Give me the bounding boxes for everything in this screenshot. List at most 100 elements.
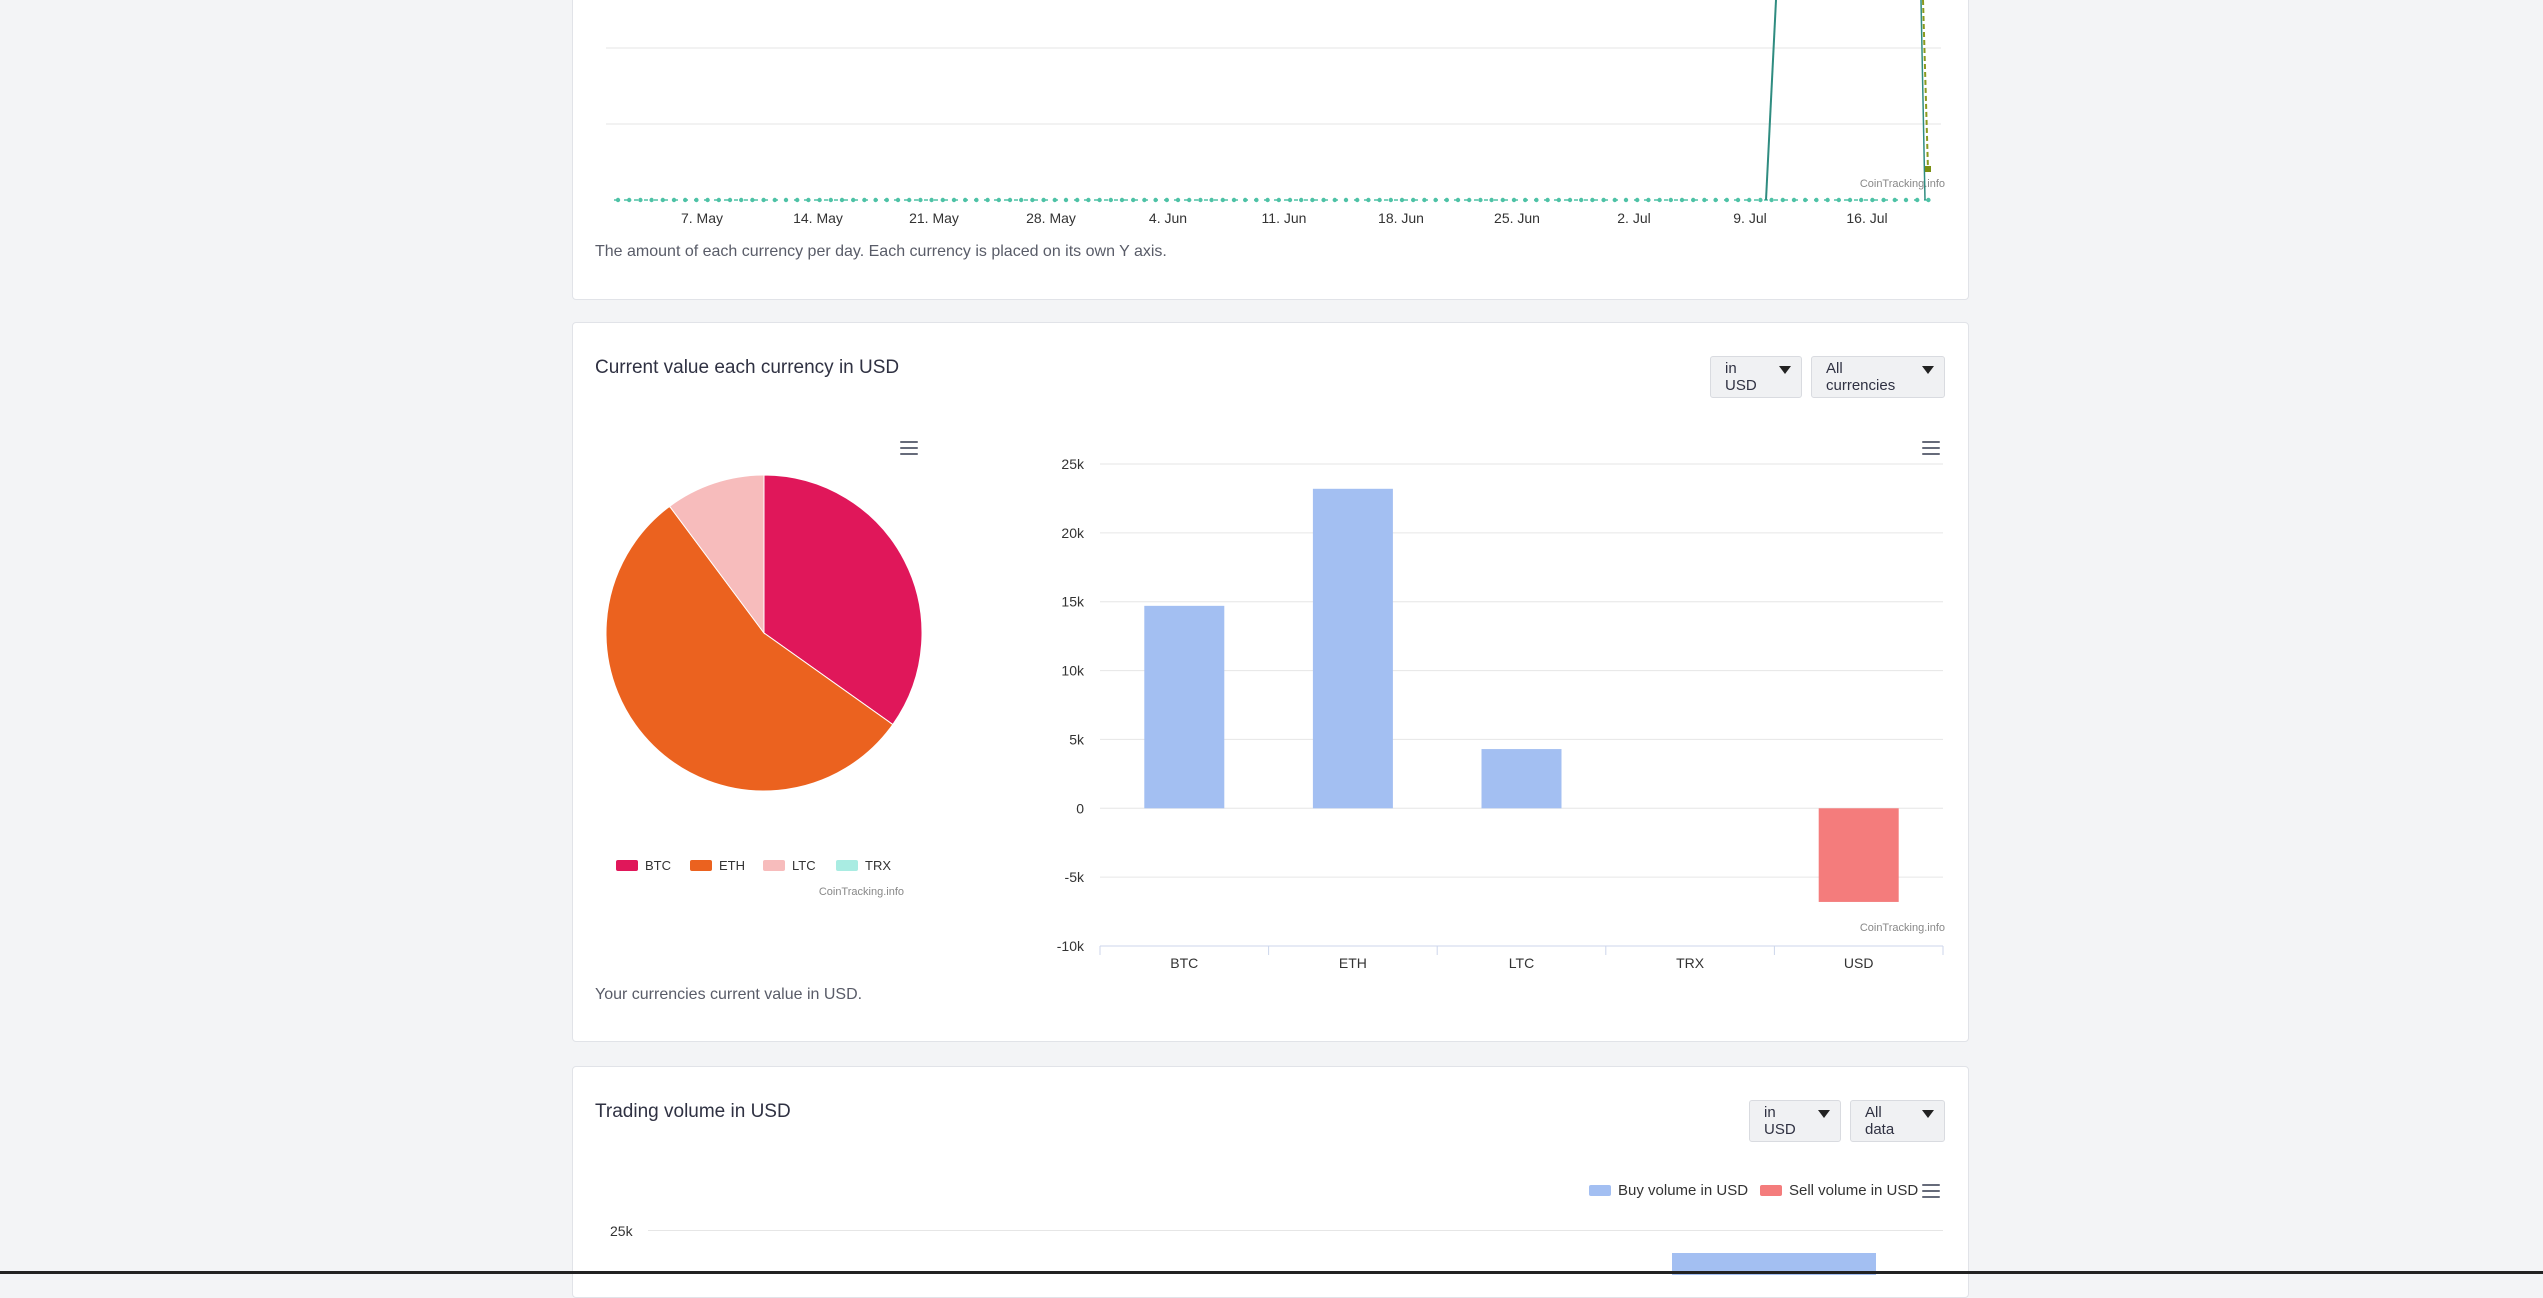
currency-filter-value: All currencies [1826, 360, 1896, 394]
legend-buy[interactable]: Buy volume in USD [1589, 1182, 1748, 1199]
series-marker [1007, 197, 1013, 203]
x-tick-label-ltc: LTC [1509, 955, 1534, 971]
series-marker [1433, 197, 1438, 203]
y-tick-label: 0 [1076, 800, 1084, 816]
series-marker [1657, 197, 1662, 203]
series-marker [1187, 197, 1192, 203]
series-marker [1903, 197, 1909, 203]
series-marker [1511, 197, 1517, 203]
series-marker [895, 197, 901, 203]
currency-dropdown[interactable]: in USD [1710, 356, 1802, 398]
bar-btc [1144, 605, 1225, 809]
series-marker [1063, 197, 1069, 203]
series-marker [1030, 197, 1035, 203]
series-marker [1646, 197, 1651, 203]
series-marker [1635, 197, 1640, 203]
series-marker [1343, 197, 1349, 203]
x-tick-label: 7. May [681, 210, 723, 226]
series-marker [1444, 197, 1450, 203]
series-marker [1500, 197, 1506, 203]
series-marker [683, 197, 688, 203]
series-marker [828, 197, 833, 203]
series-spike-line-2 [1920, 0, 1926, 201]
x-tick-label: 21. May [909, 210, 959, 226]
x-tick-label: 2. Jul [1617, 210, 1650, 226]
volume-menu-icon[interactable] [1922, 1184, 1940, 1198]
series-marker [1254, 197, 1259, 203]
y-tick-label: -10k [1057, 938, 1085, 954]
x-tick-label: 18. Jun [1378, 210, 1424, 226]
series-marker [929, 197, 934, 203]
series-marker [817, 197, 822, 203]
legend-swatch-btc [616, 860, 638, 871]
volume-filter-dropdown[interactable]: All data [1850, 1100, 1945, 1142]
x-tick-label: 4. Jun [1149, 210, 1187, 226]
series-marker [1108, 197, 1114, 203]
series-marker [1926, 197, 1931, 203]
y-tick-label: 20k [1061, 525, 1085, 541]
amount-per-day-chart: CoinTracking.info 7. May 14. May 21. May 28.… [606, 0, 1945, 226]
series-marker [1735, 197, 1741, 203]
legend-swatch-trx [836, 860, 858, 871]
chevron-down-icon [1922, 366, 1934, 374]
series-spike-line [1765, 0, 1777, 201]
series-marker [1747, 197, 1752, 203]
series-marker [1422, 197, 1427, 203]
series-marker [1287, 197, 1293, 203]
chevron-down-icon [1779, 366, 1791, 374]
legend-sell[interactable]: Sell volume in USD [1760, 1182, 1918, 1199]
series-marker [940, 197, 945, 203]
series-marker [772, 197, 777, 203]
currency-filter-dropdown[interactable]: All currencies [1811, 356, 1945, 398]
series-marker [1836, 197, 1842, 203]
x-tick-label-btc: BTC [1170, 955, 1198, 971]
series-marker [1131, 197, 1136, 203]
series-marker [862, 197, 867, 203]
bar-menu-icon[interactable] [1922, 441, 1940, 455]
series-marker [1411, 197, 1416, 203]
chevron-down-icon [1922, 1110, 1934, 1118]
pie-menu-icon[interactable] [900, 441, 918, 455]
taskbar-edge [0, 1271, 2543, 1274]
series-marker [1668, 197, 1674, 203]
series-marker [1791, 197, 1797, 203]
legend-buy-swatch [1589, 1185, 1611, 1196]
x-tick-label-eth: ETH [1339, 955, 1367, 971]
series-marker [705, 197, 710, 203]
series-spike-dashed [1922, 0, 1929, 171]
volume-currency-dropdown[interactable]: in USD [1749, 1100, 1841, 1142]
legend-buy-label: Buy volume in USD [1618, 1182, 1749, 1199]
legend-label-btc: BTC [645, 858, 671, 873]
series-marker [1276, 197, 1282, 203]
x-tick-label-trx: TRX [1676, 955, 1705, 971]
series-marker [1915, 197, 1920, 203]
series-marker [1758, 197, 1763, 203]
series-marker [1780, 197, 1786, 203]
trading-volume-title: Trading volume in USD [595, 1101, 791, 1122]
series-marker [1601, 197, 1606, 203]
series-marker [649, 197, 654, 203]
series-marker [783, 197, 789, 203]
pie-credits: CoinTracking.info [819, 886, 904, 898]
y-tick-label: -5k [1065, 869, 1085, 885]
series-marker [1075, 197, 1080, 203]
y-tick-label: 25k [1061, 456, 1085, 472]
currency-dropdown-value: in USD [1725, 360, 1757, 394]
series-marker [615, 197, 621, 203]
series-marker [1041, 197, 1046, 203]
series-marker [996, 197, 1001, 203]
pie-slice-eth [605, 505, 894, 792]
series-marker [671, 197, 677, 203]
chart-credits: CoinTracking.info [1860, 178, 1945, 190]
series-marker [1724, 197, 1730, 203]
legend-swatch-eth [690, 860, 712, 871]
series-marker [1623, 197, 1629, 203]
series-marker [1545, 197, 1550, 203]
series-marker [1892, 197, 1898, 203]
series-marker [1399, 197, 1405, 203]
series-marker [1142, 197, 1147, 203]
series-marker [1579, 197, 1584, 203]
series-marker [1175, 197, 1181, 203]
volume-currency-value: in USD [1764, 1104, 1796, 1138]
series-marker [1881, 197, 1886, 203]
